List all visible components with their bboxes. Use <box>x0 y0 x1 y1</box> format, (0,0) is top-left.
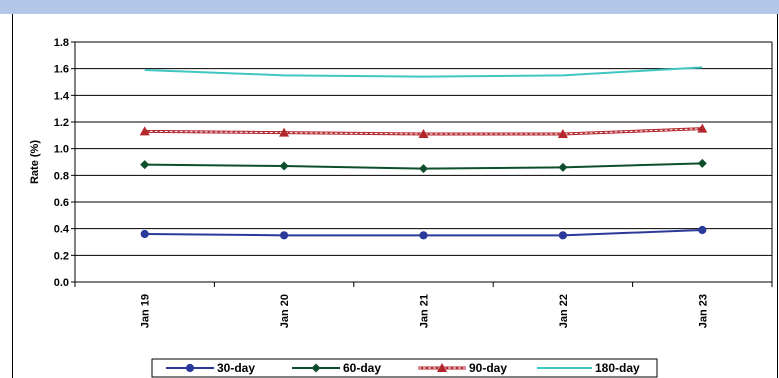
series-line <box>144 66 703 78</box>
legend-label: 60-day <box>343 361 381 375</box>
legend-marker <box>437 363 447 372</box>
data-point <box>698 225 707 235</box>
data-point <box>557 129 568 138</box>
y-tick-label: 0.2 <box>54 250 69 262</box>
chart-frame <box>12 14 778 378</box>
top-band <box>0 0 779 14</box>
legend-entry-90-day: 90-day <box>418 361 507 375</box>
legend-entry-60-day: 60-day <box>292 361 381 375</box>
series-group <box>139 66 708 240</box>
data-point <box>697 158 707 168</box>
x-tick-label: Jan 23 <box>697 294 709 328</box>
y-tick-label: 0.8 <box>54 170 69 182</box>
y-tick-label: 1.2 <box>54 117 69 129</box>
legend-box <box>151 358 658 378</box>
legend-entry-180-day: 180-day <box>537 361 640 375</box>
y-tick-label: 1.6 <box>54 64 69 76</box>
y-tick-label: 1.4 <box>54 90 70 102</box>
series-line-dash <box>144 128 703 135</box>
legend-label: 30-day <box>217 361 255 375</box>
y-tick-label: 1.8 <box>54 37 69 49</box>
x-tick-label: Jan 21 <box>419 294 431 328</box>
series-30-day <box>140 225 707 240</box>
data-point <box>558 231 568 240</box>
legend: 30-day 60-day 90-day 180-day <box>151 358 658 378</box>
x-tick-label: Jan 20 <box>279 294 291 328</box>
data-point <box>697 123 708 133</box>
x-axis-ticks: Jan 19 Jan 20 Jan 21 Jan 22 Jan 23 <box>74 282 773 328</box>
grid-lines <box>74 41 773 283</box>
data-point <box>419 231 428 240</box>
data-point <box>140 160 150 170</box>
legend-label: 90-day <box>469 361 507 375</box>
data-point <box>279 127 290 137</box>
legend-marker <box>311 363 321 373</box>
data-point <box>139 126 150 136</box>
legend-marker <box>185 363 195 373</box>
x-tick-label: Jan 22 <box>558 294 570 328</box>
data-point <box>419 164 428 174</box>
series-60-day <box>140 158 707 174</box>
data-point <box>280 231 289 240</box>
data-point <box>418 129 429 138</box>
x-tick-label: Jan 19 <box>140 294 152 328</box>
legend-entry-30-day: 30-day <box>166 361 255 375</box>
data-point <box>140 229 149 239</box>
data-point <box>279 161 289 171</box>
data-point <box>558 162 568 172</box>
y-tick-label: 0.6 <box>54 197 69 209</box>
y-tick-label: 0.0 <box>54 277 69 289</box>
y-axis-label: Rate (%) <box>29 140 41 184</box>
y-tick-label: 0.4 <box>54 224 70 236</box>
y-tick-label: 1.0 <box>54 144 69 156</box>
y-axis-ticks: 0.0 0.2 0.4 0.6 0.8 1.0 1.2 1.4 1.6 1.8 <box>54 37 75 289</box>
series-180-day <box>144 66 703 78</box>
legend-label: 180-day <box>595 361 640 375</box>
series-90-day <box>139 123 708 138</box>
